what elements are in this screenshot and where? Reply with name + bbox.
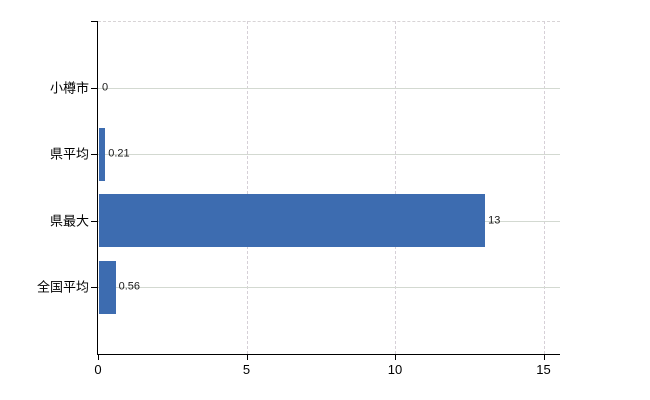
bar (99, 194, 486, 248)
vertical-gridline (395, 21, 396, 354)
value-label: 13 (488, 214, 501, 227)
vertical-gridline (543, 21, 545, 354)
y-axis-tick (91, 87, 97, 89)
y-axis-line (97, 21, 98, 355)
bar (99, 260, 116, 314)
horizontal-gridline (98, 154, 560, 156)
category-label: 小樽市 (49, 80, 89, 96)
value-label: 0.56 (118, 280, 141, 293)
horizontal-gridline (98, 87, 560, 89)
x-axis-tick (246, 354, 248, 360)
value-label: 0.21 (108, 147, 130, 160)
x-tick-label: 15 (536, 362, 551, 377)
x-tick-label: 0 (94, 362, 102, 377)
x-axis-line (97, 354, 560, 355)
x-tick-label: 5 (242, 362, 251, 377)
x-tick-label: 10 (387, 362, 403, 377)
category-label: 全国平均 (36, 279, 89, 295)
y-axis-top-tick (91, 21, 97, 22)
category-label: 県平均 (49, 146, 89, 162)
x-axis-tick (543, 354, 545, 360)
horizontal-gridline (98, 287, 560, 289)
vertical-gridline (246, 21, 248, 354)
value-label: 0 (102, 81, 109, 94)
category-label: 県最大 (49, 213, 89, 229)
x-axis-tick (98, 354, 99, 360)
y-axis-tick (91, 154, 97, 156)
y-axis-tick (91, 220, 97, 222)
x-axis-tick (395, 354, 396, 360)
bar (99, 127, 106, 181)
plot-top-border (98, 21, 560, 22)
y-axis-tick (91, 287, 97, 289)
